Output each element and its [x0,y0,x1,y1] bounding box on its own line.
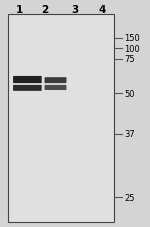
Text: 3: 3 [71,5,79,15]
FancyBboxPatch shape [8,15,114,222]
Text: 37: 37 [124,130,135,139]
Text: 75: 75 [124,55,135,64]
FancyBboxPatch shape [13,76,42,84]
Text: 2: 2 [41,5,49,15]
Text: 25: 25 [124,193,135,202]
Text: 1: 1 [16,5,23,15]
Text: 50: 50 [124,89,135,98]
FancyBboxPatch shape [45,78,66,84]
Text: 100: 100 [124,44,140,54]
FancyBboxPatch shape [45,86,66,91]
Text: 4: 4 [98,5,106,15]
Text: 150: 150 [124,34,140,43]
FancyBboxPatch shape [13,86,42,91]
